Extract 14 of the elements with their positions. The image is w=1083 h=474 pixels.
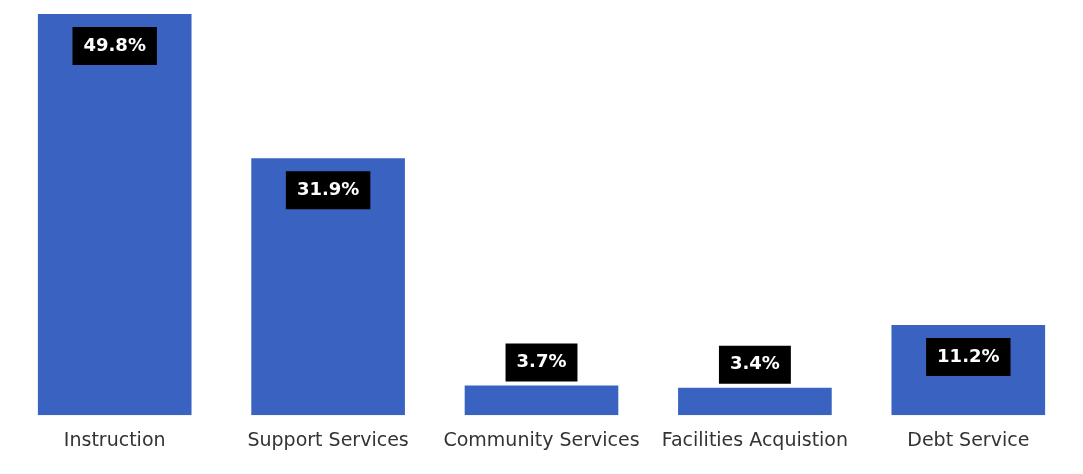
data-label: 3.4% [729, 352, 780, 374]
x-tick-label: Community Services [443, 427, 640, 450]
bar [251, 158, 405, 416]
x-tick-label: Support Services [247, 427, 409, 450]
x-tick-label: Facilities Acquistion [661, 427, 849, 450]
bar [37, 14, 192, 416]
data-label: 31.9% [296, 177, 360, 199]
data-label: 3.7% [516, 350, 567, 372]
bar [678, 387, 832, 416]
data-label: 11.2% [937, 344, 1000, 366]
x-tick-label: Debt Service [907, 427, 1030, 450]
bar [464, 385, 619, 416]
x-tick-label: Instruction [63, 427, 166, 450]
data-label: 49.8% [83, 33, 146, 55]
